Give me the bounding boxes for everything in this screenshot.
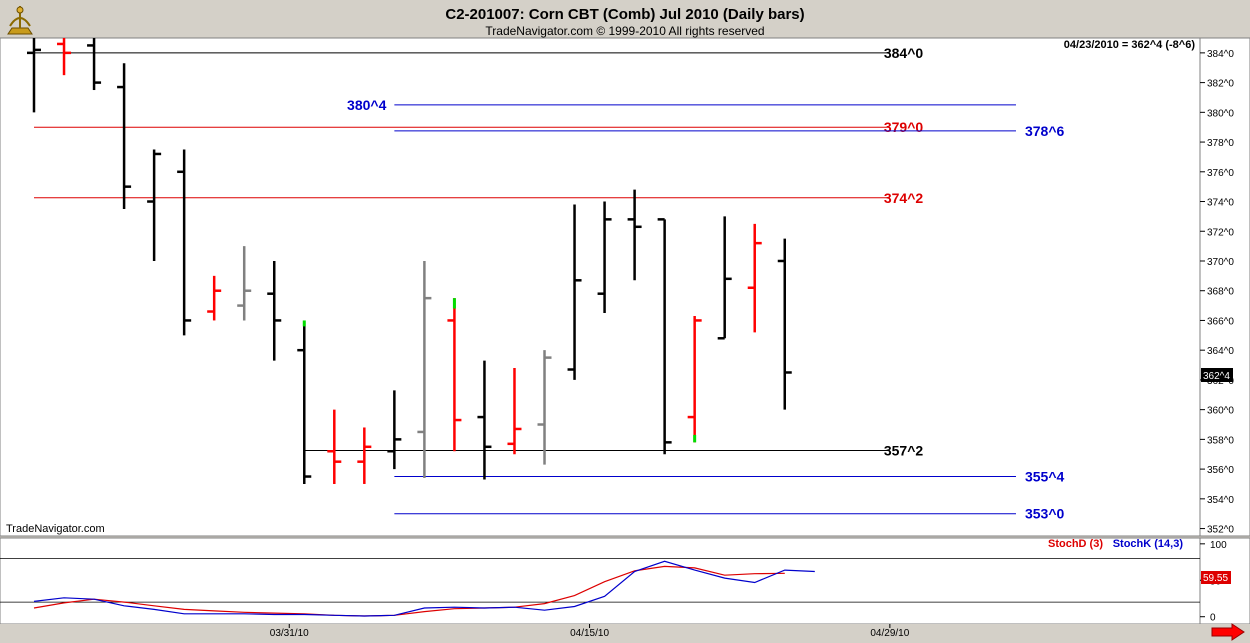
ohlc-bar (717, 216, 732, 340)
ohlc-bar (657, 218, 672, 455)
date-tick-label: 04/15/10 (570, 628, 609, 639)
price-tick-label: 368^0 (1207, 287, 1234, 298)
stoch-tick-label: 0 (1210, 613, 1216, 624)
cursor-readout: 04/23/2010 = 362^4 (-8^6) (1064, 39, 1196, 51)
ohlc-bar (597, 201, 612, 314)
price-axis (1199, 37, 1250, 537)
ohlc-bar (357, 427, 372, 484)
price-tick-label: 376^0 (1207, 168, 1234, 179)
stochastic-lines (0, 558, 1200, 617)
ohlc-bar (87, 38, 102, 91)
ohlc-bar (207, 275, 222, 321)
ohlc-bar (177, 149, 192, 336)
level-label: 384^0 (884, 45, 924, 61)
watermark: TradeNavigator.com (6, 523, 105, 535)
stoch-series-line (33, 560, 815, 617)
date-axis (0, 624, 1250, 643)
date-axis-ticks: 03/31/10 04/15/10 04/29/10 (270, 624, 910, 639)
stochastic-panel (0, 537, 1201, 625)
legend-stochd: StochD (3) (1048, 538, 1103, 550)
ohlc-bar (327, 409, 342, 484)
level-label: 380^4 (347, 97, 387, 113)
ohlc-bar (507, 368, 522, 455)
price-tick-label: 356^0 (1207, 465, 1234, 476)
stoch-series-line (33, 565, 785, 617)
price-tick-label: 360^0 (1207, 406, 1234, 417)
date-tick-label: 03/31/10 (270, 628, 309, 639)
level-label: 378^6 (1025, 123, 1065, 139)
ohlc-bar (477, 360, 492, 480)
level-label: 355^4 (1025, 469, 1065, 485)
price-tick-label: 384^0 (1207, 49, 1234, 60)
level-label: 357^2 (884, 443, 924, 459)
ohlc-bar (117, 63, 132, 209)
price-tick-label: 378^0 (1207, 138, 1234, 149)
ohlc-bar (537, 350, 552, 465)
price-tick-label: 358^0 (1207, 435, 1234, 446)
price-tick-label: 354^0 (1207, 495, 1234, 506)
ohlc-bar (387, 390, 402, 470)
stoch-last-label: 59.55 (1203, 573, 1228, 584)
date-tick-label: 04/29/10 (870, 628, 909, 639)
last-price-label: 362^4 (1203, 371, 1230, 382)
level-label: 353^0 (1025, 506, 1065, 522)
ohlc-bar (747, 223, 762, 333)
horizontal-levels: 384^0 380^4 379^0 378^6 374^2 357^2 355^4 353^0 (34, 45, 1065, 522)
price-tick-label: 380^0 (1207, 108, 1234, 119)
ohlc-bar (687, 315, 702, 443)
ohlc-bar (267, 260, 282, 361)
chart-title: C2-201007: Corn CBT (Comb) Jul 2010 (Dai… (445, 6, 804, 23)
price-tick-label: 370^0 (1207, 257, 1234, 268)
scroll-right-arrow-icon[interactable] (1211, 623, 1245, 641)
level-label: 379^0 (884, 119, 924, 135)
price-tick-label: 374^0 (1207, 198, 1234, 209)
ohlc-bar (567, 204, 582, 380)
ohlc-bar (57, 38, 72, 76)
ohlc-bars (27, 38, 792, 484)
price-tick-label: 372^0 (1207, 227, 1234, 238)
stoch-last-marker: 59.55 (1201, 571, 1231, 584)
price-tick-label: 364^0 (1207, 346, 1234, 357)
price-tick-label: 366^0 (1207, 316, 1234, 327)
ohlc-bar (417, 260, 432, 479)
last-price-marker: 362^4 (1201, 368, 1233, 382)
ohlc-bar (627, 189, 642, 281)
price-tick-label: 382^0 (1207, 79, 1234, 90)
ohlc-bar (447, 298, 462, 452)
ohlc-bar (777, 238, 792, 410)
ohlc-bar (147, 149, 162, 261)
legend-stochk: StochK (14,3) (1113, 538, 1184, 550)
ohlc-bar (237, 246, 252, 321)
stoch-tick-label: 100 (1210, 540, 1227, 551)
price-tick-label: 352^0 (1207, 525, 1234, 536)
level-label: 374^2 (884, 190, 924, 206)
ohlc-bar (297, 320, 312, 484)
price-panel (0, 37, 1201, 537)
sextant-icon (7, 6, 33, 35)
chart-subtitle: TradeNavigator.com © 1999-2010 All right… (485, 24, 764, 38)
ohlc-bar (27, 38, 41, 113)
price-axis-ticks: 352^0354^0356^0358^0360^0362^0364^0366^0… (1200, 49, 1234, 536)
